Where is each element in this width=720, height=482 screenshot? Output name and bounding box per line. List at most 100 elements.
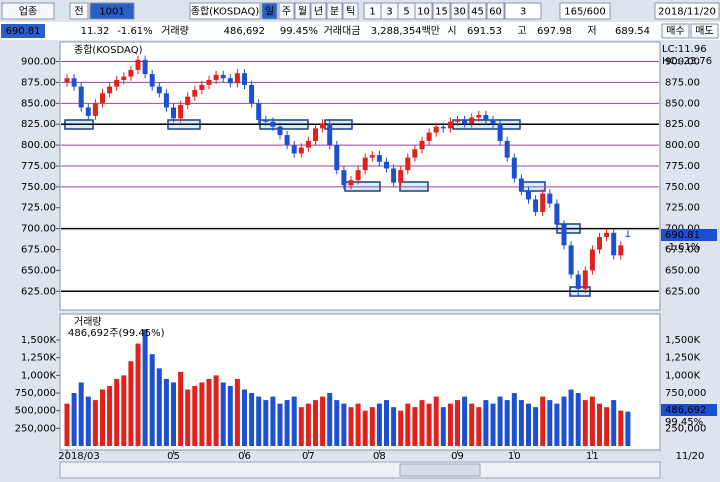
interval-button[interactable]: 15 xyxy=(435,7,448,18)
volume-bar xyxy=(100,389,105,446)
candle-body xyxy=(135,59,141,70)
volume-bar xyxy=(341,403,347,446)
interval-button-box[interactable] xyxy=(432,2,451,20)
period-button-box[interactable] xyxy=(326,2,343,20)
volume-bar xyxy=(405,403,411,446)
info-change: 11.32 xyxy=(81,26,110,37)
volume-bar xyxy=(92,400,98,446)
y-tick-label: 800.00 xyxy=(21,140,56,151)
candle-body xyxy=(78,86,84,108)
volume-bar xyxy=(533,407,539,446)
count-select-box[interactable] xyxy=(504,2,542,20)
candle-body xyxy=(284,135,290,146)
side-button[interactable]: 매수 xyxy=(666,25,684,37)
candle-body xyxy=(107,86,113,94)
x-tick-label: 08 xyxy=(373,451,386,462)
y-tick-label: 900.00 xyxy=(21,57,56,68)
period-button[interactable]: 일 xyxy=(265,6,274,18)
candle-body xyxy=(526,191,531,200)
date-display-box[interactable] xyxy=(654,2,720,20)
volume-bar xyxy=(234,378,240,446)
interval-button[interactable]: 3 xyxy=(386,7,392,18)
period-button-box[interactable] xyxy=(261,2,278,20)
candle-body xyxy=(405,157,411,171)
volume-tick-label: 1,500K xyxy=(21,335,57,346)
code-input[interactable]: 1001 xyxy=(99,7,124,18)
volume-bar xyxy=(277,403,283,446)
interval-button[interactable]: 60 xyxy=(489,7,502,18)
volume-bar xyxy=(540,396,546,446)
range-display-box[interactable] xyxy=(559,2,611,20)
interval-button[interactable]: 45 xyxy=(471,7,484,18)
interval-button-box[interactable] xyxy=(450,2,469,20)
y2-tick-label: 850.00 xyxy=(665,98,700,109)
y2-tick-label: 875.00 xyxy=(665,77,700,88)
volume-bar xyxy=(114,378,120,446)
y2-tick-label: 775.00 xyxy=(665,161,700,172)
info-change-pct: -1.61% xyxy=(117,26,152,37)
candle-body xyxy=(220,74,226,79)
volume-bar xyxy=(220,382,226,446)
name-display-box[interactable] xyxy=(189,2,261,20)
date-display[interactable]: 2018/11/20 xyxy=(658,7,716,18)
interval-button-box[interactable] xyxy=(486,2,505,20)
y2-tick-label: 750.00 xyxy=(665,182,700,193)
volume-bar xyxy=(305,403,311,446)
candle-body xyxy=(185,96,191,105)
info-high-label: 고 xyxy=(517,26,526,37)
side-button[interactable]: 매도 xyxy=(695,25,713,37)
range-display[interactable]: 165/600 xyxy=(564,7,606,18)
period-button[interactable]: 년 xyxy=(314,6,323,18)
interval-button-box[interactable] xyxy=(468,2,487,20)
period-button-box[interactable] xyxy=(310,2,327,20)
candle-body xyxy=(362,157,368,171)
period-button-box[interactable] xyxy=(294,2,311,20)
candle-body xyxy=(213,74,219,80)
info-volume-label: 거래량 xyxy=(161,25,189,37)
period-button[interactable]: 틱 xyxy=(346,6,355,18)
volume-bar xyxy=(327,393,333,446)
candle-body xyxy=(597,236,602,250)
candle-body xyxy=(455,120,460,122)
period-button[interactable]: 월 xyxy=(298,6,307,18)
name-display[interactable]: 종합(KOSDAQ) xyxy=(191,6,260,18)
x-tick-label: 06 xyxy=(238,451,251,462)
period-button[interactable]: 분 xyxy=(330,6,339,18)
type-select-box[interactable] xyxy=(69,2,89,20)
volume-bar xyxy=(447,403,453,446)
volume-bar xyxy=(547,400,553,446)
volume-y2-tick-label: 1,250K xyxy=(665,353,701,364)
candle-body xyxy=(384,161,389,169)
volume-bar xyxy=(256,396,262,446)
volume-bar xyxy=(313,400,318,446)
interval-button-box[interactable] xyxy=(414,2,433,20)
volume-bar xyxy=(440,407,446,446)
interval-button[interactable]: 5 xyxy=(403,7,409,18)
scroll-controls[interactable] xyxy=(399,463,481,477)
side-button-box[interactable] xyxy=(661,23,690,39)
market-select-box[interactable] xyxy=(1,2,55,20)
x-tick-label: 07 xyxy=(302,451,315,462)
period-button-box[interactable] xyxy=(342,2,359,20)
volume-y2-tick-label: 250,000 xyxy=(665,423,706,434)
interval-button[interactable]: 1 xyxy=(369,7,375,18)
type-select[interactable]: 전 xyxy=(74,6,83,18)
volume-bar xyxy=(142,329,148,446)
candle-body xyxy=(376,155,382,162)
volume-bar xyxy=(249,393,255,446)
side-button-box[interactable] xyxy=(690,23,719,39)
candle-body xyxy=(447,121,453,129)
candle-body xyxy=(270,121,276,127)
code-input-box[interactable] xyxy=(89,2,135,20)
interval-button[interactable]: 30 xyxy=(453,7,466,18)
count-select[interactable]: 3 xyxy=(520,7,526,18)
volume-bar xyxy=(490,403,496,446)
period-button-box[interactable] xyxy=(278,2,295,20)
volume-bar xyxy=(476,407,482,446)
scroll-bar[interactable] xyxy=(59,461,661,479)
market-select[interactable]: 업종 xyxy=(19,5,37,18)
volume-bar xyxy=(518,400,524,446)
period-button[interactable]: 주 xyxy=(282,7,291,18)
candle-body xyxy=(604,232,610,237)
interval-button[interactable]: 10 xyxy=(417,7,430,18)
